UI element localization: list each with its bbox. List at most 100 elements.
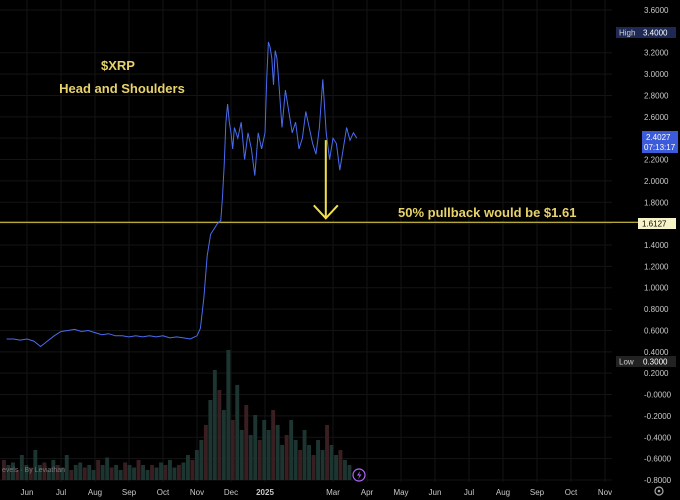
volume-bar (6, 465, 11, 480)
volume-bar (82, 467, 87, 480)
volume-bar (60, 467, 65, 480)
volume-bar (33, 450, 38, 480)
volume-bar (46, 470, 51, 480)
volume-bar (311, 455, 316, 480)
x-tick-label: Jul (56, 488, 66, 497)
current-price-tag[interactable]: 2.4027 07:13:17 (642, 131, 678, 153)
volume-bar (168, 460, 172, 480)
y-tick-label: 1.0000 (644, 284, 669, 293)
level-value: 1.6127 (642, 220, 667, 229)
volume-bar (37, 465, 42, 480)
y-tick-label: 1.4000 (644, 241, 669, 250)
volume-bar (289, 420, 294, 480)
y-tick-label: 0.4000 (644, 348, 669, 357)
volume-bar (105, 457, 110, 480)
x-tick-label: Mar (326, 488, 340, 497)
level-tag[interactable]: 1.6127 (638, 218, 676, 229)
x-tick-label: Jun (429, 488, 442, 497)
volume-bar (64, 455, 69, 480)
volume-bar (24, 465, 29, 480)
x-tick-label: Oct (565, 488, 578, 497)
y-tick-label: 2.0000 (644, 177, 669, 186)
volume-bar (307, 445, 311, 480)
indicator-attribution: evels · By Leviathan (2, 467, 65, 474)
volume-bar (154, 467, 159, 480)
price-series-line (6, 41, 358, 348)
grid (0, 0, 612, 482)
volume-bars (2, 350, 352, 480)
y-tick-label: -0.0000 (644, 391, 672, 400)
y-tick-label: 0.2000 (644, 369, 669, 378)
volume-bar (177, 465, 181, 480)
volume-bar (266, 430, 271, 480)
volume-bar (51, 460, 56, 480)
volume-bar (100, 465, 105, 480)
volume-bar (163, 465, 168, 480)
y-tick-label: 2.6000 (644, 113, 669, 122)
volume-bar (208, 400, 213, 480)
x-tick-label: Aug (496, 488, 510, 497)
x-tick-label: Jul (464, 488, 474, 497)
y-tick-label: 3.2000 (644, 49, 669, 58)
volume-bar (226, 350, 231, 480)
volume-bar (19, 455, 24, 480)
volume-bar (334, 455, 338, 480)
x-tick-label: Dec (224, 488, 238, 497)
y-tick-label: -0.8000 (644, 476, 672, 485)
volume-bar (190, 460, 195, 480)
volume-bar (212, 370, 217, 480)
volume-bar (136, 460, 141, 480)
volume-bar (109, 467, 114, 480)
volume-bar (320, 450, 325, 480)
volume-bar (15, 470, 20, 480)
volume-bar (172, 467, 177, 480)
volume-bar (343, 460, 347, 480)
y-tick-label: 1.2000 (644, 262, 669, 271)
y-tick-label: 1.8000 (644, 198, 669, 207)
volume-bar (159, 462, 163, 480)
volume-bar (87, 465, 92, 480)
volume-bar (194, 450, 199, 480)
countdown-timer: 07:13:17 (644, 143, 676, 152)
x-tick-label: Aug (88, 488, 102, 497)
volume-bar (302, 430, 307, 480)
y-tick-label: 3.6000 (644, 6, 669, 15)
volume-bar (114, 465, 119, 480)
volume-bar (338, 450, 343, 480)
replay-icon[interactable] (352, 468, 366, 482)
volume-bar (73, 465, 78, 480)
y-tick-label: 3.0000 (644, 70, 669, 79)
volume-bar (239, 430, 244, 480)
y-tick-label: 2.2000 (644, 156, 669, 165)
volume-bar (186, 455, 190, 480)
low-label: Low (619, 358, 634, 367)
x-tick-label: Jun (21, 488, 34, 497)
y-axis: 3.60003.20003.00002.80002.60002.40002.20… (644, 6, 672, 485)
volume-bar (325, 425, 329, 480)
volume-bar (257, 440, 262, 480)
volume-bar (275, 425, 280, 480)
settings-gear-icon[interactable] (654, 486, 664, 496)
x-tick-label: May (393, 488, 408, 497)
volume-bar (91, 470, 96, 480)
volume-bar (248, 435, 253, 480)
down-arrow-icon (313, 140, 339, 220)
high-tag: High 3.4000 (616, 27, 676, 38)
x-tick-label: Sep (122, 488, 137, 497)
high-label: High (619, 29, 635, 38)
y-tick-label: -0.4000 (644, 433, 672, 442)
volume-bar (145, 470, 150, 480)
volume-bar (293, 440, 298, 480)
y-tick-label: 0.6000 (644, 326, 669, 335)
x-tick-label: Sep (530, 488, 545, 497)
volume-bar (230, 420, 235, 480)
y-tick-label: -0.6000 (644, 455, 672, 464)
volume-bar (221, 410, 226, 480)
volume-bar (118, 470, 123, 480)
volume-bar (42, 462, 47, 480)
volume-bar (96, 460, 101, 480)
volume-bar (329, 445, 334, 480)
y-tick-label: 0.8000 (644, 305, 669, 314)
volume-bar (127, 465, 132, 480)
